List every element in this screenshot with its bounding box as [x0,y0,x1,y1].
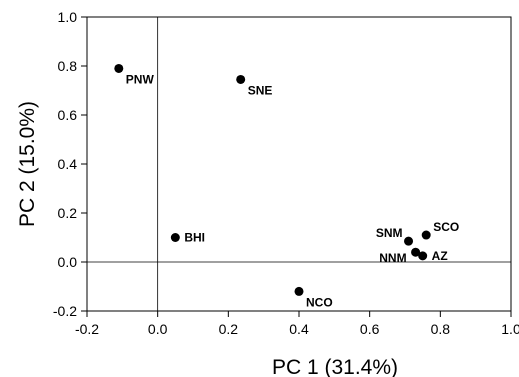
y-axis-title: PC 2 (15.0%) [16,101,39,227]
data-point-nnm [411,247,421,257]
data-point-az [418,251,428,261]
y-tick-label: 0.8 [58,58,78,74]
x-tick-label: 1.0 [501,321,519,337]
data-point-bhi [170,233,180,242]
point-label-sco: SCO [433,220,459,234]
data-point-snm [404,236,414,246]
x-tick-label: 0.6 [360,321,380,337]
y-tick-label: 0.6 [58,107,78,123]
point-label-snm: SNM [376,226,403,240]
x-tick-label: 0.0 [148,321,168,337]
point-label-bhi: BHI [184,231,205,245]
data-point-sne [236,74,246,84]
point-label-pnw: PNW [126,72,155,86]
x-tick-label: -0.2 [75,321,99,337]
plot-frame [86,16,512,312]
x-axis-title: PC 1 (31.4%) [272,356,398,377]
data-point-pnw [114,63,124,73]
x-tick-label: 0.4 [289,321,309,337]
point-label-sne: SNE [248,83,273,97]
x-tick-label: 0.8 [431,321,451,337]
y-tick-label: 0.0 [58,254,78,270]
point-label-nnm: NNM [379,251,406,265]
y-tick-label: 1.0 [58,9,78,25]
data-point-sco [421,230,431,240]
y-tick-label: 0.4 [58,156,78,172]
data-point-nco [294,286,304,296]
point-label-nco: NCO [306,295,333,309]
y-tick-label: -0.2 [53,303,77,319]
x-tick-label: 0.2 [219,321,239,337]
point-label-az: AZ [432,249,448,263]
y-tick-label: 0.2 [58,205,78,221]
